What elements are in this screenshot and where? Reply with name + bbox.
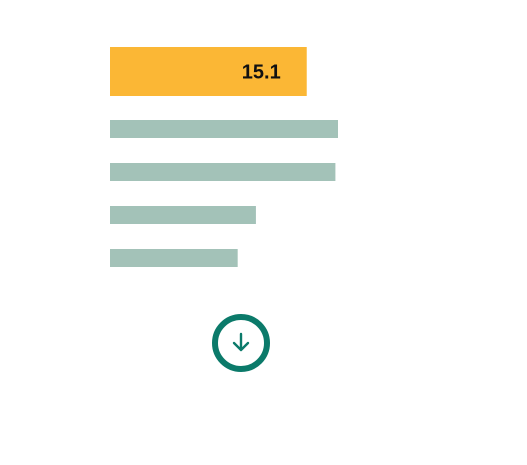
download-button[interactable] [212,314,270,372]
bar-2 [110,120,338,138]
arrow-down-icon [232,332,250,352]
bar-5 [110,249,238,267]
bar-value-label: 15.1 [242,62,281,84]
bar-highlighted [110,47,307,96]
bar-3 [110,163,336,181]
bar-4 [110,206,256,224]
